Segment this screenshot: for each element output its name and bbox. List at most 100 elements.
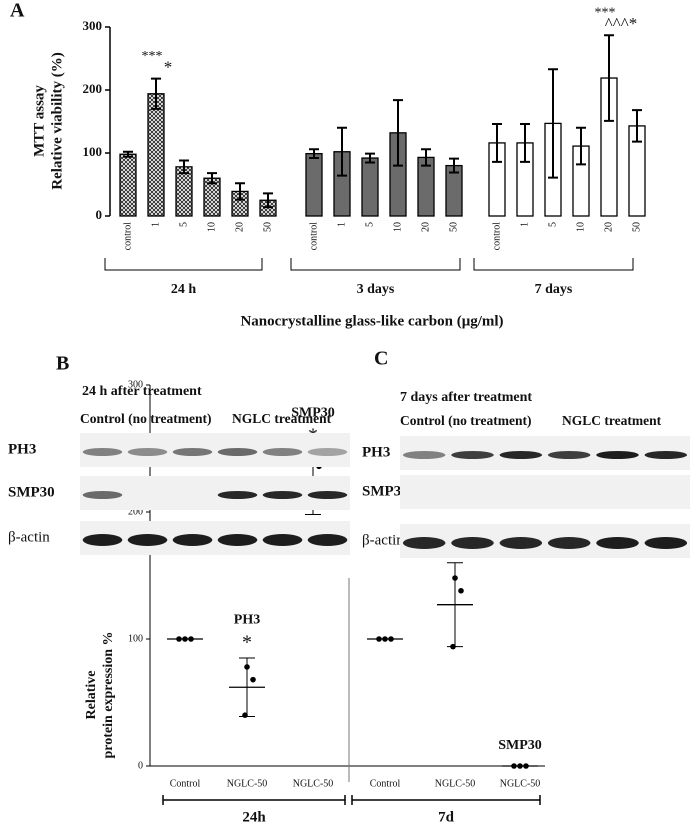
bar — [361, 157, 379, 217]
x-tick-label: 50 — [631, 222, 642, 232]
x-tick-label: 1 — [336, 222, 347, 227]
blot-strip — [400, 475, 690, 509]
blot-band — [596, 537, 639, 549]
error-bar — [421, 148, 431, 167]
x-tick-label: 20 — [420, 222, 431, 232]
point-label: SMP30 — [291, 405, 335, 420]
error-bar — [179, 159, 189, 175]
error-bar — [235, 182, 245, 201]
x-tick-label: 50 — [262, 222, 273, 232]
significance-note: ^^^* — [605, 14, 637, 33]
blot-strip — [80, 521, 350, 555]
blot-band — [217, 534, 258, 546]
group-label: 24h — [242, 809, 266, 825]
x-tick-label: 5 — [178, 222, 189, 227]
blot-band — [499, 451, 543, 459]
row-label: β-actin — [362, 532, 404, 548]
blot-strip — [80, 476, 350, 510]
significance-note: * — [242, 632, 252, 654]
blot-band — [127, 448, 168, 456]
point-label: PH3 — [234, 612, 260, 627]
data-point — [388, 636, 394, 642]
blot-strip — [400, 436, 690, 470]
x-tick-label: control — [122, 222, 133, 251]
blot-band — [82, 448, 123, 456]
bar — [147, 93, 165, 217]
group-bracket — [104, 258, 263, 271]
blot-band — [217, 448, 258, 456]
row-label: β-actin — [8, 529, 50, 545]
error-bar — [492, 123, 502, 163]
blot-band — [307, 448, 348, 456]
error-bar — [151, 77, 161, 110]
data-point — [458, 587, 464, 594]
error-bar — [365, 152, 375, 164]
blot-band — [262, 491, 303, 499]
x-tick-label: Control — [370, 778, 401, 789]
y-tick-label: 100 — [83, 144, 103, 159]
y-tick-label: 200 — [128, 506, 143, 517]
error-bar — [207, 172, 217, 185]
bar — [119, 153, 137, 217]
x-tick-label: 20 — [234, 222, 245, 232]
significance-note: *** — [595, 5, 616, 20]
blot-header: Control (no treatment) — [80, 411, 211, 426]
x-tick-label: 10 — [392, 222, 403, 232]
blot-band — [172, 448, 213, 456]
error-bar — [548, 68, 558, 179]
x-tick-label: NGLC-50 — [435, 778, 476, 789]
data-point — [450, 643, 456, 650]
x-tick-label: 1 — [519, 222, 530, 227]
blot-header: NGLC treatment — [562, 413, 662, 428]
blot-band — [402, 537, 446, 549]
x-tick-label: 10 — [206, 222, 217, 232]
error-bar — [309, 148, 319, 160]
x-tick-label: 5 — [547, 222, 558, 227]
data-point — [452, 575, 458, 581]
data-point — [511, 763, 517, 769]
blot-band — [217, 491, 258, 499]
group-bracket — [162, 795, 346, 805]
data-point — [182, 636, 188, 642]
error-bar — [449, 157, 459, 174]
row-label: SMP30 — [362, 483, 409, 499]
error-bar — [337, 126, 347, 177]
panel-label: C — [374, 348, 388, 370]
x-tick-label: 10 — [575, 222, 586, 232]
y-tick-label: 100 — [128, 633, 143, 644]
y-tick-label: 300 — [128, 379, 143, 390]
data-point — [523, 763, 529, 769]
blot-band — [172, 534, 213, 546]
blot-title: 7 days after treatment — [400, 390, 532, 405]
blot-band — [307, 491, 348, 499]
significance-note: *** — [142, 49, 163, 64]
group-label: 7d — [438, 809, 455, 825]
blot-band — [402, 451, 446, 459]
panel-label: A — [10, 0, 25, 22]
blot-band — [451, 451, 494, 459]
blot-band — [596, 451, 639, 459]
error-bar — [393, 99, 403, 167]
x-tick-label: NGLC-50 — [227, 778, 268, 789]
data-point — [244, 664, 250, 670]
data-point — [242, 712, 248, 718]
group-label: 24 h — [171, 282, 197, 297]
data-point — [188, 636, 194, 642]
error-bar — [604, 34, 614, 122]
y-axis-label: Relative — [84, 671, 99, 720]
x-tick-label: 1 — [150, 222, 161, 227]
blot-band — [644, 537, 688, 549]
y-tick-label: 200 — [83, 81, 103, 96]
x-tick-label: control — [308, 222, 319, 251]
y-tick-label: 300 — [83, 18, 103, 33]
data-point — [376, 636, 382, 642]
blot-band — [127, 534, 168, 546]
row-label: PH3 — [8, 441, 36, 457]
blot-band — [82, 534, 123, 546]
error-bar — [123, 150, 133, 158]
blot-title: 24 h after treatment — [82, 384, 202, 399]
blot-band — [262, 534, 303, 546]
blot-band — [82, 491, 123, 499]
row-label: SMP30 — [8, 484, 55, 500]
